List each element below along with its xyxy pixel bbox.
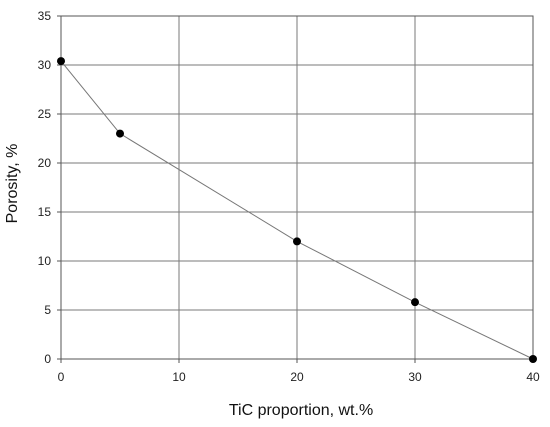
y-tick-label: 15 xyxy=(38,205,52,219)
x-tick-label: 30 xyxy=(408,370,422,384)
x-tick-label: 0 xyxy=(58,370,65,384)
x-axis-ticks: 0 10 20 30 40 xyxy=(58,359,540,384)
data-point xyxy=(529,355,537,363)
data-point xyxy=(293,237,301,246)
y-axis-ticks: 0 5 10 15 20 25 30 35 xyxy=(38,9,61,366)
grid-lines xyxy=(60,15,534,360)
data-point xyxy=(57,57,65,66)
data-points xyxy=(57,57,537,363)
y-axis-title: Porosity, % xyxy=(4,144,21,224)
x-axis-title: TiC proportion, wt.% xyxy=(229,402,373,419)
y-tick-label: 10 xyxy=(38,254,52,268)
y-tick-label: 35 xyxy=(38,9,52,23)
y-tick-label: 25 xyxy=(38,107,52,121)
y-tick-label: 20 xyxy=(38,156,52,170)
x-tick-label: 40 xyxy=(526,370,540,384)
x-tick-label: 10 xyxy=(172,370,186,384)
data-point xyxy=(116,129,124,138)
x-tick-label: 20 xyxy=(290,370,304,384)
data-point xyxy=(411,298,419,307)
y-tick-label: 5 xyxy=(44,303,51,317)
y-tick-label: 30 xyxy=(38,58,52,72)
y-tick-label: 0 xyxy=(44,352,51,366)
